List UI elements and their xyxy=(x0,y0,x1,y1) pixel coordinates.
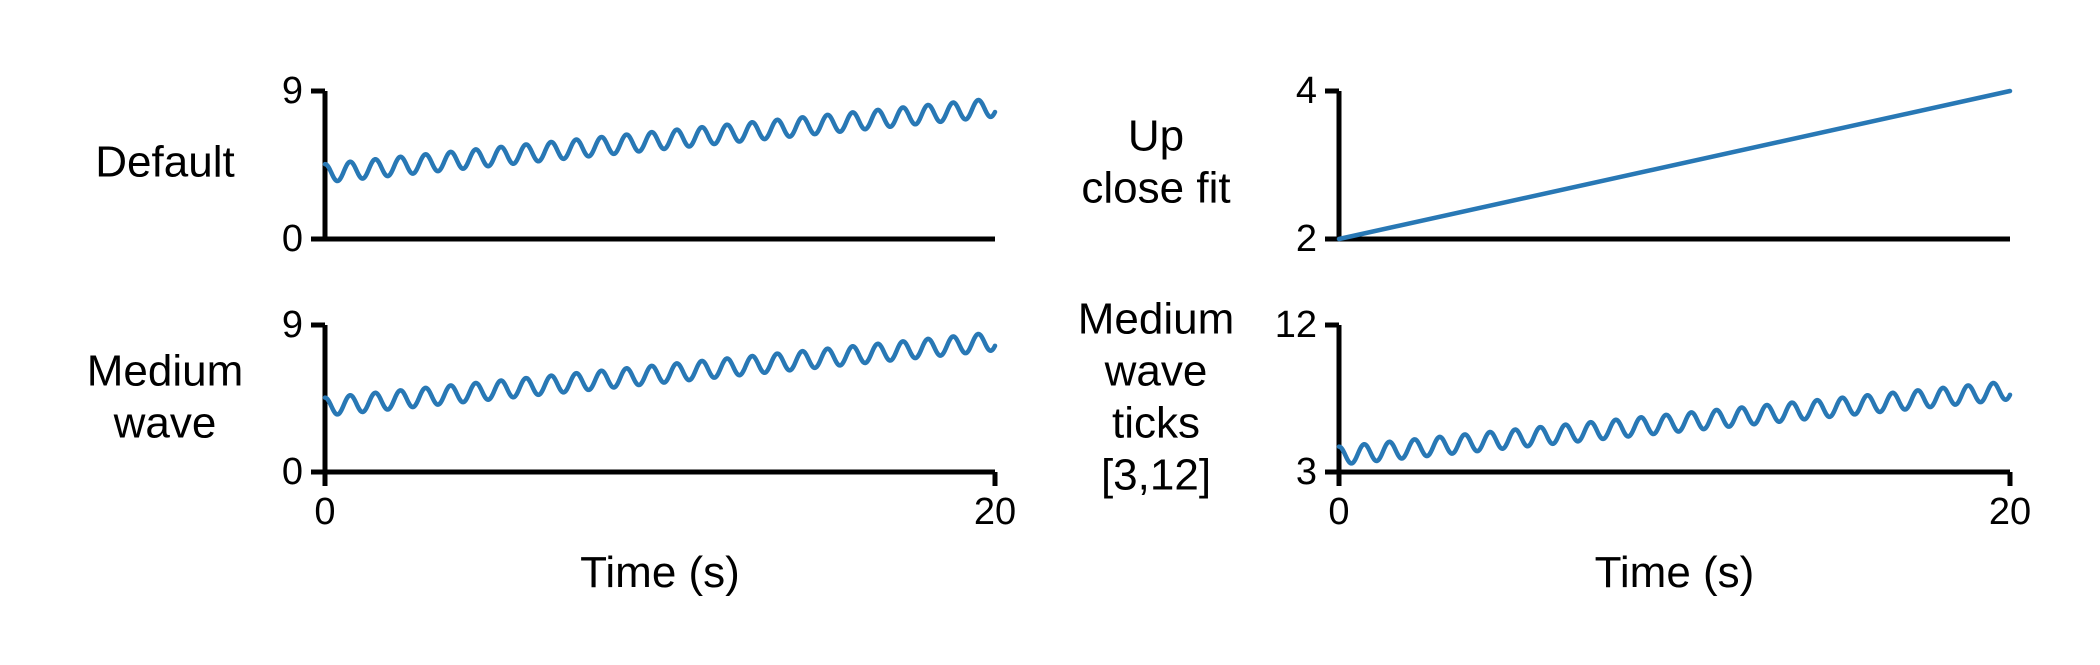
row-label-line: ticks xyxy=(1112,399,1200,448)
row-label-line: Up xyxy=(1128,112,1184,161)
x-tick-label: 0 xyxy=(314,491,335,533)
chart-panel-top-left: 0 9 Default xyxy=(95,70,998,260)
row-label-line: Default xyxy=(95,138,234,187)
row-label-line: Medium xyxy=(87,347,244,396)
row-label-line: Medium xyxy=(1078,295,1235,344)
y-tick-label: 2 xyxy=(1296,218,1317,260)
y-tick-label: 9 xyxy=(282,70,303,112)
series-line xyxy=(322,97,998,184)
x-tick-label: 0 xyxy=(1328,491,1349,533)
series-line xyxy=(1336,380,2013,466)
x-tick-label: 20 xyxy=(974,491,1016,533)
x-tick-label: 20 xyxy=(1989,491,2031,533)
series-line xyxy=(1336,88,2013,242)
series-line xyxy=(322,331,998,417)
row-label-line: wave xyxy=(1104,347,1208,396)
y-tick-label: 0 xyxy=(282,451,303,493)
x-axis-title: Time (s) xyxy=(1595,548,1755,597)
row-label-line: wave xyxy=(113,399,217,448)
y-tick-label: 3 xyxy=(1296,451,1317,493)
y-tick-label: 0 xyxy=(282,218,303,260)
y-tick-label: 9 xyxy=(282,304,303,346)
row-label-line: [3,12] xyxy=(1101,451,1211,500)
y-tick-label: 4 xyxy=(1296,70,1317,112)
row-label-line: close fit xyxy=(1081,164,1230,213)
y-tick-label: 12 xyxy=(1275,304,1317,346)
x-axis-title: Time (s) xyxy=(580,548,740,597)
